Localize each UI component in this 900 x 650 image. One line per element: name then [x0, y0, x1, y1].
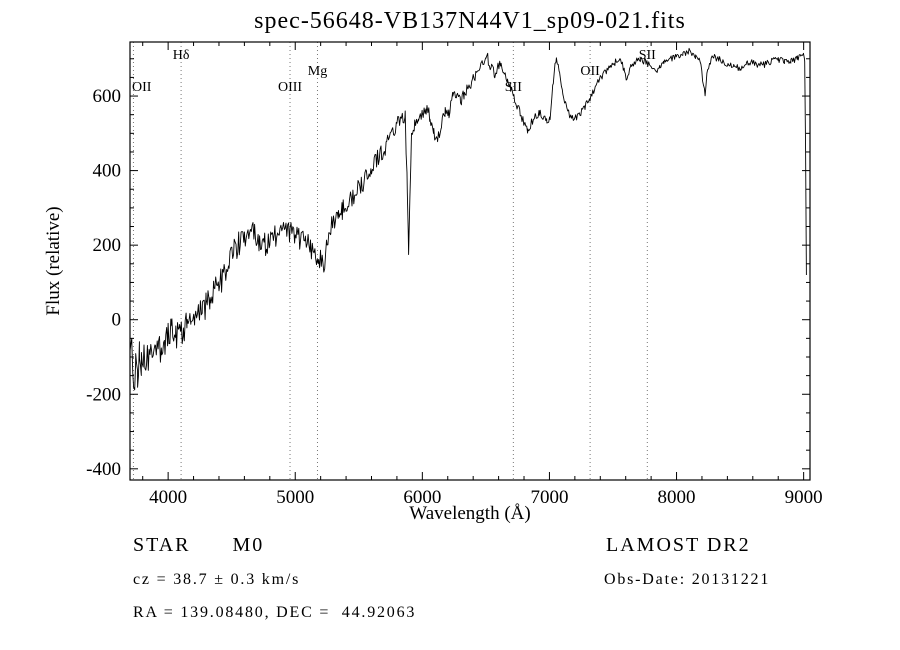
spectral-line-label: OIII — [278, 80, 302, 95]
y-tick-label: 0 — [112, 310, 122, 331]
spectral-lines: OII Hδ OIII Mg SII OII SII — [132, 42, 656, 480]
cz-value: cz = 38.7 ± 0.3 km/s — [133, 571, 301, 588]
plot-border — [129, 41, 811, 481]
y-tick-label: 600 — [93, 86, 122, 107]
ra-dec-coords: RA = 139.08480, DEC = 44.92063 — [133, 604, 417, 621]
x-axis-label: Wavelength (Å) — [409, 503, 531, 524]
x-tick-label: 5000 — [276, 487, 314, 508]
y-tick-label: 200 — [93, 235, 122, 256]
spectral-line-label: Mg — [308, 64, 327, 79]
x-tick-label: 9000 — [785, 487, 823, 508]
object-class-label: STAR M0 — [133, 534, 265, 556]
chart-title: spec-56648-VB137N44V1_sp09-021.fits — [254, 8, 686, 34]
spectrum-line — [129, 47, 807, 391]
x-tick-label: 4000 — [149, 487, 187, 508]
obs-date: Obs-Date: 20131221 — [604, 571, 771, 588]
spectral-line-label: SII — [639, 48, 656, 63]
x-tick-label: 6000 — [403, 487, 441, 508]
axis-ticks — [130, 42, 810, 480]
y-tick-label: 400 — [93, 161, 122, 182]
y-tick-label: -400 — [86, 459, 121, 480]
y-tick-label: -200 — [86, 384, 121, 405]
survey-label: LAMOST DR2 — [606, 534, 751, 556]
spectral-line-label: OII — [132, 80, 152, 95]
y-axis-label: Flux (relative) — [43, 206, 64, 316]
spectral-line-label: OII — [580, 64, 600, 79]
x-tick-label: 8000 — [658, 487, 696, 508]
spectral-line-label: SII — [505, 80, 522, 95]
spectral-line-label: Hδ — [173, 48, 190, 63]
x-tick-label: 7000 — [530, 487, 568, 508]
